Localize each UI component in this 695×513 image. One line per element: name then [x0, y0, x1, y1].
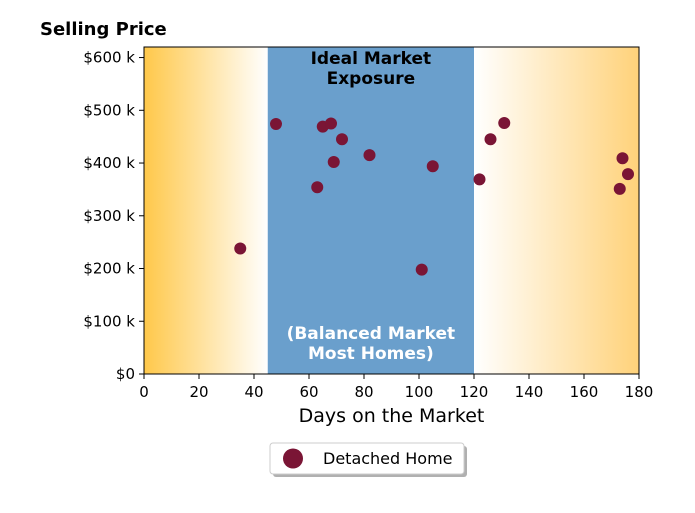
data-point [327, 155, 340, 168]
y-tick-label: $0 [116, 365, 135, 383]
left-market-zone [144, 47, 268, 374]
data-point [325, 117, 337, 130]
y-tick-label: $100 k [83, 312, 135, 330]
x-tick-label: 0 [139, 383, 149, 401]
y-tick-label: $600 k [83, 49, 135, 67]
legend-label: Detached Home [323, 449, 453, 468]
legend-marker [283, 448, 303, 469]
legend[interactable]: Detached Home [269, 442, 467, 477]
y-tick-label: $300 k [83, 207, 135, 225]
data-point [473, 173, 486, 186]
ideal-zone-label-bottom: Most Homes) [308, 344, 434, 364]
y-tick-label: $200 k [83, 260, 135, 278]
data-point [622, 168, 634, 181]
data-point [336, 133, 348, 146]
ideal-zone-label-top: Exposure [327, 69, 416, 89]
x-tick-label: 20 [189, 383, 208, 401]
x-axis: 0 20 40 60 80 100 120 140 160 180 [139, 374, 653, 401]
chart-title: Selling Price [40, 19, 167, 40]
x-tick-label: 100 [405, 383, 434, 401]
x-tick-label: 120 [460, 383, 489, 401]
data-point [270, 118, 282, 131]
data-point [311, 181, 324, 194]
x-axis-title: Days on the Market [299, 405, 485, 427]
x-tick-label: 60 [299, 383, 318, 401]
data-point [415, 263, 428, 276]
ideal-market-zone [267, 47, 474, 374]
data-point [426, 160, 439, 173]
data-point [613, 182, 626, 195]
x-tick-label: 140 [515, 383, 544, 401]
right-market-zone [474, 47, 639, 374]
data-point [498, 116, 511, 129]
legend-box [269, 442, 465, 475]
data-point [234, 242, 247, 255]
data-point [363, 149, 376, 162]
x-tick-label: 160 [570, 383, 599, 401]
x-tick-label: 80 [354, 383, 373, 401]
data-point [484, 133, 497, 146]
ideal-zone-label-bottom: (Balanced Market [287, 324, 456, 344]
y-axis: $0 $100 k $200 k $300 k $400 k $500 k $600 k [83, 49, 144, 383]
plot-frame [143, 46, 640, 375]
ideal-zone-label-top: Ideal Market [311, 49, 432, 69]
x-tick-label: 180 [625, 383, 654, 401]
data-point [616, 152, 629, 165]
y-tick-label: $500 k [83, 101, 135, 119]
y-tick-label: $400 k [83, 154, 135, 172]
x-tick-label: 40 [244, 383, 263, 401]
